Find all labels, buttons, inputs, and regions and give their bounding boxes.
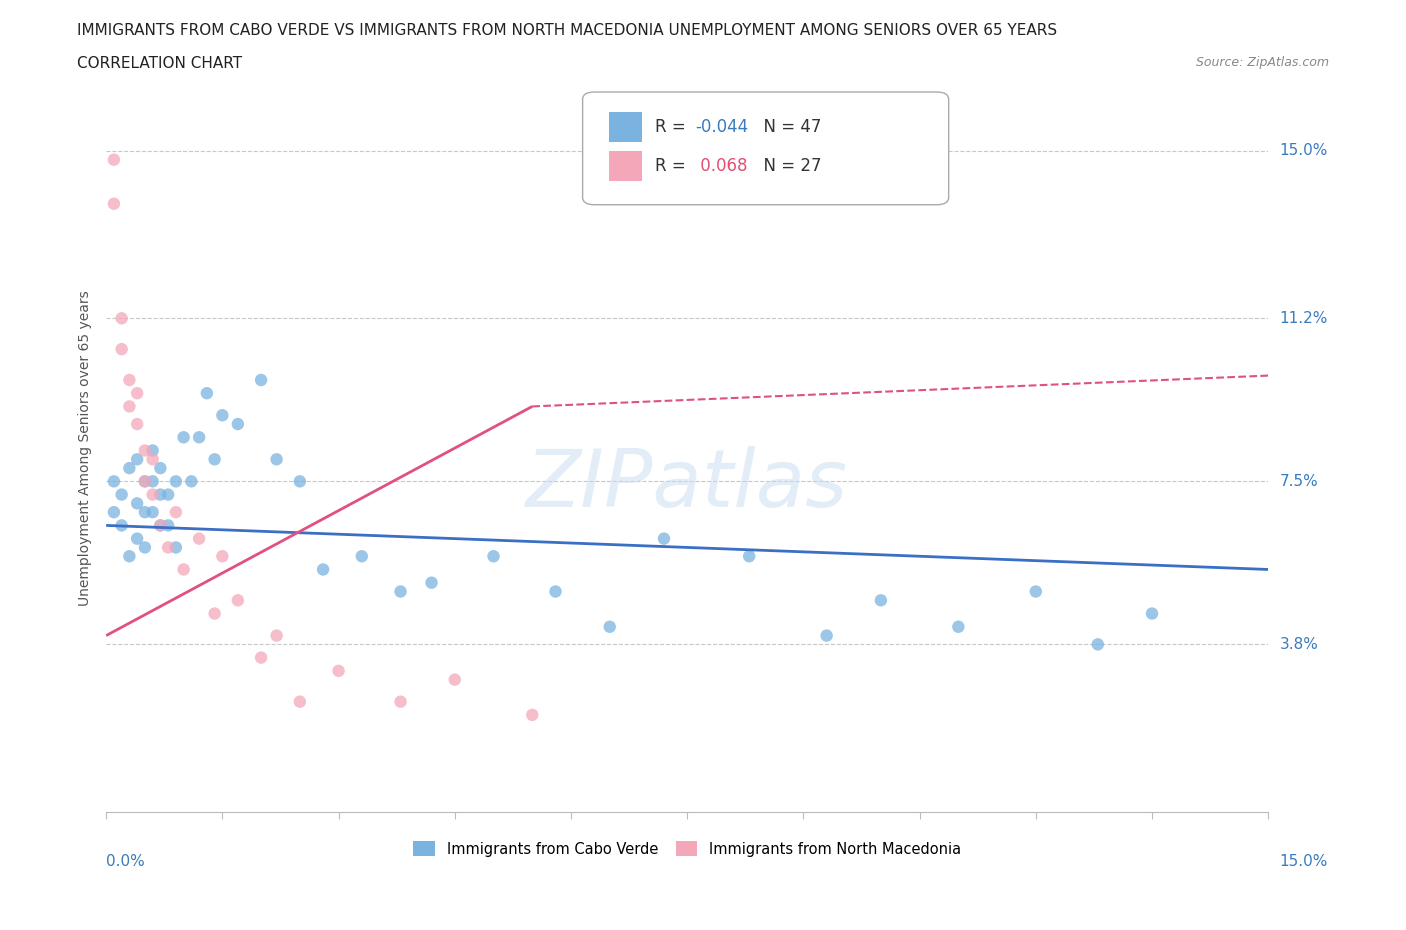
Point	[118, 549, 141, 564]
Point	[127, 496, 149, 511]
Point	[420, 576, 443, 591]
Text: 15.0%: 15.0%	[1279, 854, 1327, 869]
Point	[328, 663, 350, 678]
Text: 7.5%: 7.5%	[1279, 474, 1317, 489]
Point	[149, 460, 172, 475]
Point	[149, 518, 172, 533]
Text: R =: R =	[655, 118, 690, 136]
Point	[482, 549, 505, 564]
FancyBboxPatch shape	[582, 92, 949, 205]
Point	[111, 311, 134, 325]
Point	[266, 452, 288, 467]
Point	[142, 474, 165, 489]
Text: 0.068: 0.068	[696, 157, 748, 175]
Point	[127, 386, 149, 401]
Text: CORRELATION CHART: CORRELATION CHART	[77, 56, 242, 71]
Point	[443, 672, 465, 687]
Point	[142, 452, 165, 467]
Point	[815, 628, 838, 643]
Point	[134, 540, 156, 555]
Point	[127, 417, 149, 432]
Point	[211, 407, 233, 422]
Point	[118, 373, 141, 388]
Point	[312, 562, 335, 577]
Point	[738, 549, 761, 564]
Text: 3.8%: 3.8%	[1279, 637, 1319, 652]
Point	[142, 443, 165, 458]
Point	[204, 452, 226, 467]
Point	[165, 474, 187, 489]
Point	[350, 549, 373, 564]
Text: 15.0%: 15.0%	[1279, 143, 1327, 158]
Point	[103, 474, 125, 489]
Point	[599, 619, 621, 634]
Point	[127, 452, 149, 467]
Point	[149, 518, 172, 533]
Point	[266, 628, 288, 643]
Text: -0.044: -0.044	[696, 118, 748, 136]
Point	[134, 443, 156, 458]
Y-axis label: Unemployment Among Seniors over 65 years: Unemployment Among Seniors over 65 years	[79, 290, 93, 606]
Point	[180, 474, 202, 489]
Point	[111, 341, 134, 356]
Point	[103, 196, 125, 211]
Point	[173, 562, 195, 577]
Point	[149, 487, 172, 502]
Point	[118, 460, 141, 475]
Point	[652, 531, 675, 546]
Text: IMMIGRANTS FROM CABO VERDE VS IMMIGRANTS FROM NORTH MACEDONIA UNEMPLOYMENT AMONG: IMMIGRANTS FROM CABO VERDE VS IMMIGRANTS…	[77, 23, 1057, 38]
Point	[1025, 584, 1047, 599]
Point	[204, 606, 226, 621]
Point	[389, 584, 412, 599]
Point	[118, 399, 141, 414]
Point	[134, 505, 156, 520]
Text: N = 27: N = 27	[754, 157, 823, 175]
Point	[288, 474, 311, 489]
Point	[142, 487, 165, 502]
Point	[389, 694, 412, 709]
Point	[195, 386, 218, 401]
Point	[211, 549, 233, 564]
Point	[188, 430, 211, 445]
Point	[111, 487, 134, 502]
Point	[157, 540, 180, 555]
Point	[134, 474, 156, 489]
Point	[250, 650, 273, 665]
Text: 11.2%: 11.2%	[1279, 311, 1327, 325]
Point	[226, 417, 249, 432]
Text: ZIPatlas: ZIPatlas	[526, 445, 848, 524]
Point	[103, 153, 125, 167]
Text: Source: ZipAtlas.com: Source: ZipAtlas.com	[1195, 56, 1329, 69]
Point	[127, 531, 149, 546]
Point	[250, 373, 273, 388]
Point	[134, 474, 156, 489]
Point	[165, 540, 187, 555]
Point	[157, 518, 180, 533]
Point	[165, 505, 187, 520]
Point	[948, 619, 970, 634]
Point	[226, 593, 249, 608]
Point	[103, 505, 125, 520]
Point	[173, 430, 195, 445]
Point	[1140, 606, 1163, 621]
Point	[522, 708, 544, 723]
Point	[157, 487, 180, 502]
Point	[544, 584, 567, 599]
Text: N = 47: N = 47	[754, 118, 823, 136]
Text: 0.0%: 0.0%	[107, 854, 145, 869]
Legend: Immigrants from Cabo Verde, Immigrants from North Macedonia: Immigrants from Cabo Verde, Immigrants f…	[413, 842, 962, 857]
Point	[1087, 637, 1109, 652]
Point	[142, 505, 165, 520]
FancyBboxPatch shape	[609, 151, 643, 181]
Point	[111, 518, 134, 533]
Point	[188, 531, 211, 546]
Point	[870, 593, 893, 608]
FancyBboxPatch shape	[609, 112, 643, 142]
Text: R =: R =	[655, 157, 690, 175]
Point	[288, 694, 311, 709]
